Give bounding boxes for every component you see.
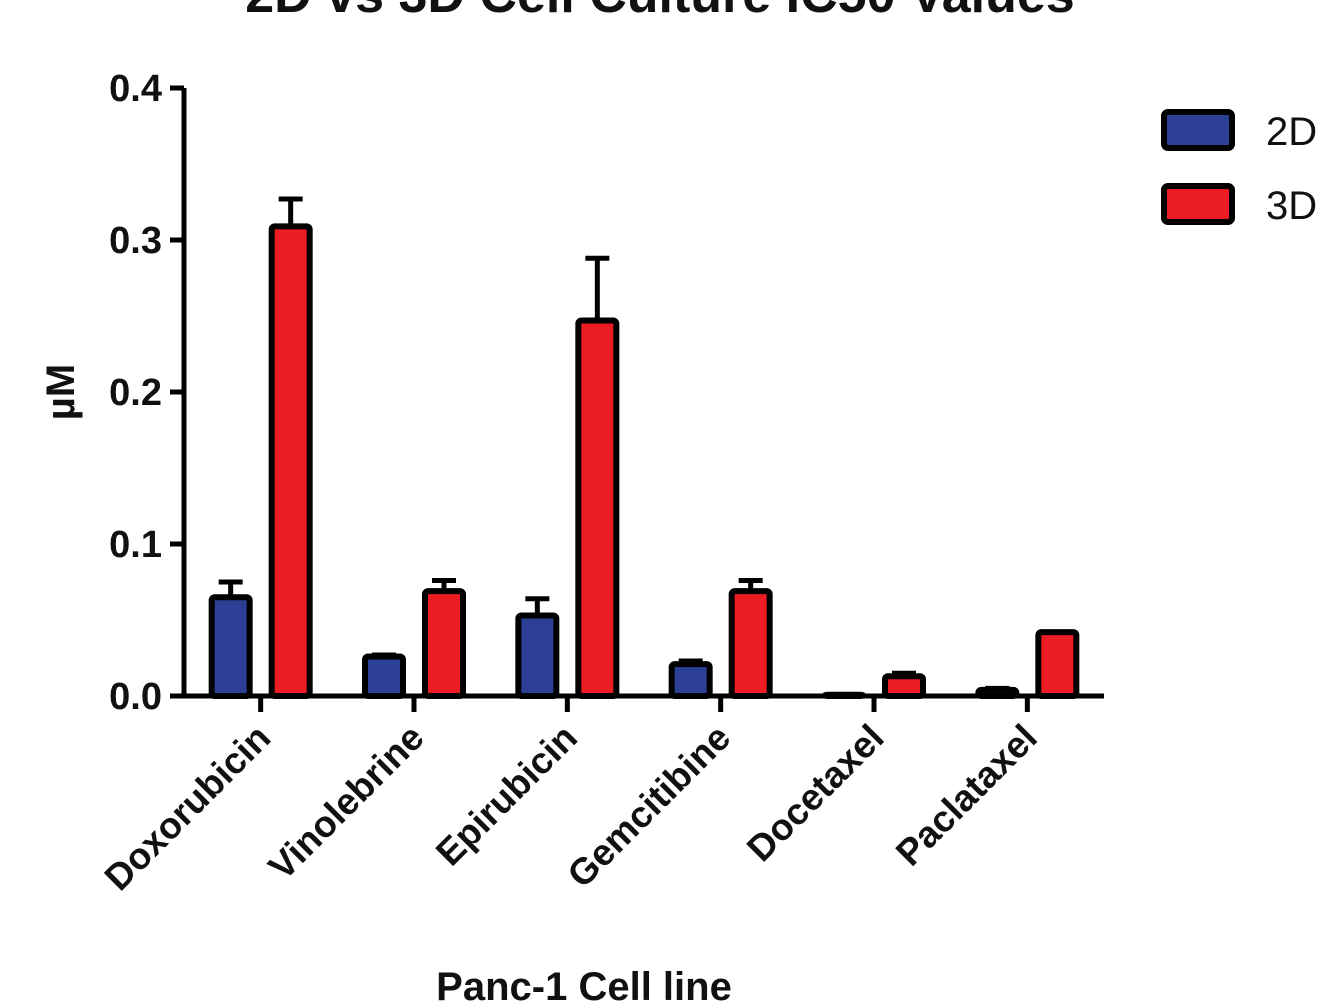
- bar-3d-vinolebrine: [422, 588, 466, 699]
- legend-swatch: [1161, 183, 1235, 225]
- bar-2d-vinolebrine: [362, 653, 406, 699]
- legend-label: 2D: [1266, 110, 1317, 154]
- bar-2d-docetaxel: [822, 691, 866, 699]
- y-tick-label: 0.4: [109, 68, 162, 110]
- bar-3d-docetaxel: [882, 673, 926, 699]
- bar-2d-doxorubicin: [208, 594, 253, 700]
- bar-3d-paclataxel: [1035, 629, 1080, 699]
- x-axis-title: Panc-1 Cell line: [436, 965, 732, 1007]
- x-tick-label: Gemcitibine: [560, 717, 739, 896]
- x-tick-label: Docetaxel: [739, 717, 892, 870]
- x-tick-label: Paclataxel: [888, 717, 1045, 874]
- bar-3d-epirubicin: [575, 317, 620, 699]
- y-tick-label: 0.2: [109, 372, 162, 414]
- bar-3d-doxorubicin: [268, 223, 313, 699]
- y-axis-title: µM: [39, 364, 83, 420]
- y-tick-label: 0.3: [109, 220, 162, 262]
- legend-swatch: [1161, 109, 1235, 151]
- x-tick-label: Doxorubicin: [97, 717, 279, 899]
- bar-2d-paclataxel: [975, 686, 1020, 699]
- bars: [208, 196, 1080, 700]
- legend-label: 3D: [1266, 184, 1317, 228]
- bar-3d-gemcitibine: [728, 588, 773, 699]
- chart-title: 2D vs 3D Cell Culture IC50 Values: [245, 0, 1074, 24]
- x-tick-label: Epirubicin: [428, 717, 585, 874]
- y-tick-label: 0.0: [109, 676, 162, 718]
- legend: 2D 3D: [1161, 109, 1317, 228]
- x-tick-label: Vinolebrine: [261, 717, 432, 888]
- x-ticks: DoxorubicinVinolebrineEpirubicinGemcitib…: [97, 696, 1045, 898]
- y-tick-label: 0.1: [109, 524, 162, 566]
- bar-2d-gemcitibine: [668, 661, 713, 700]
- bar-2d-epirubicin: [515, 612, 560, 699]
- y-ticks: 0.0 0.1 0.2 0.3 0.4: [109, 68, 184, 718]
- axes: [181, 88, 1104, 699]
